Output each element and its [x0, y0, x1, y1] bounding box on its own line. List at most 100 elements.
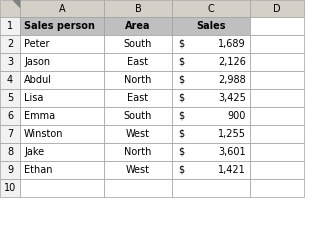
- Bar: [0, 89, 20, 107]
- Text: 8: 8: [7, 147, 13, 157]
- Text: 10: 10: [4, 183, 16, 193]
- Bar: [250, 35, 304, 53]
- Text: Winston: Winston: [24, 129, 63, 139]
- Bar: [0, 71, 20, 89]
- Bar: [172, 179, 250, 197]
- Text: 1,255: 1,255: [218, 129, 246, 139]
- Bar: [0, 179, 20, 197]
- Bar: [0, 125, 20, 143]
- Polygon shape: [13, 0, 20, 7]
- Text: 2: 2: [7, 39, 13, 49]
- Bar: [172, 71, 250, 89]
- Bar: [20, 107, 104, 125]
- Text: 7: 7: [7, 129, 13, 139]
- Bar: [172, 35, 250, 53]
- Text: Abdul: Abdul: [24, 75, 52, 85]
- Text: East: East: [127, 57, 149, 67]
- Text: 2,126: 2,126: [218, 57, 246, 67]
- Bar: [250, 0, 304, 17]
- Bar: [104, 35, 172, 53]
- Text: East: East: [127, 93, 149, 103]
- Bar: [250, 125, 304, 143]
- Text: North: North: [124, 147, 152, 157]
- Text: Area: Area: [125, 21, 151, 31]
- Text: South: South: [124, 111, 152, 121]
- Text: Peter: Peter: [24, 39, 49, 49]
- Text: West: West: [126, 165, 150, 175]
- Text: 1,421: 1,421: [218, 165, 246, 175]
- Bar: [104, 53, 172, 71]
- Bar: [250, 53, 304, 71]
- Bar: [172, 107, 250, 125]
- Bar: [172, 17, 250, 35]
- Text: $: $: [178, 147, 184, 157]
- Text: Emma: Emma: [24, 111, 55, 121]
- Bar: [104, 0, 172, 17]
- Bar: [0, 107, 20, 125]
- Text: A: A: [59, 4, 65, 13]
- Bar: [172, 89, 250, 107]
- Bar: [20, 71, 104, 89]
- Text: $: $: [178, 129, 184, 139]
- Bar: [104, 143, 172, 161]
- Bar: [172, 125, 250, 143]
- Text: C: C: [208, 4, 214, 13]
- Bar: [0, 143, 20, 161]
- Bar: [250, 107, 304, 125]
- Bar: [20, 35, 104, 53]
- Bar: [20, 89, 104, 107]
- Text: West: West: [126, 129, 150, 139]
- Text: 900: 900: [228, 111, 246, 121]
- Text: $: $: [178, 111, 184, 121]
- Text: $: $: [178, 165, 184, 175]
- Text: 2,988: 2,988: [218, 75, 246, 85]
- Bar: [0, 161, 20, 179]
- Bar: [104, 107, 172, 125]
- Bar: [0, 0, 20, 17]
- Text: 3,425: 3,425: [218, 93, 246, 103]
- Text: D: D: [273, 4, 281, 13]
- Text: Jake: Jake: [24, 147, 44, 157]
- Text: Lisa: Lisa: [24, 93, 43, 103]
- Bar: [20, 161, 104, 179]
- Text: 4: 4: [7, 75, 13, 85]
- Text: Jason: Jason: [24, 57, 50, 67]
- Bar: [250, 161, 304, 179]
- Bar: [172, 53, 250, 71]
- Text: 9: 9: [7, 165, 13, 175]
- Text: $: $: [178, 75, 184, 85]
- Text: North: North: [124, 75, 152, 85]
- Text: 3: 3: [7, 57, 13, 67]
- Text: Sales person: Sales person: [24, 21, 95, 31]
- Bar: [104, 17, 172, 35]
- Bar: [250, 143, 304, 161]
- Text: $: $: [178, 39, 184, 49]
- Bar: [20, 0, 104, 17]
- Bar: [172, 143, 250, 161]
- Bar: [104, 125, 172, 143]
- Text: 1,689: 1,689: [219, 39, 246, 49]
- Bar: [104, 89, 172, 107]
- Bar: [250, 71, 304, 89]
- Text: $: $: [178, 93, 184, 103]
- Bar: [20, 125, 104, 143]
- Bar: [250, 17, 304, 35]
- Text: South: South: [124, 39, 152, 49]
- Text: 5: 5: [7, 93, 13, 103]
- Text: 3,601: 3,601: [219, 147, 246, 157]
- Bar: [0, 35, 20, 53]
- Bar: [20, 53, 104, 71]
- Bar: [104, 179, 172, 197]
- Text: B: B: [135, 4, 141, 13]
- Bar: [172, 161, 250, 179]
- Bar: [250, 179, 304, 197]
- Text: Sales: Sales: [196, 21, 226, 31]
- Bar: [20, 143, 104, 161]
- Bar: [20, 179, 104, 197]
- Text: 6: 6: [7, 111, 13, 121]
- Bar: [20, 17, 104, 35]
- Bar: [250, 89, 304, 107]
- Text: 1: 1: [7, 21, 13, 31]
- Bar: [0, 17, 20, 35]
- Bar: [172, 0, 250, 17]
